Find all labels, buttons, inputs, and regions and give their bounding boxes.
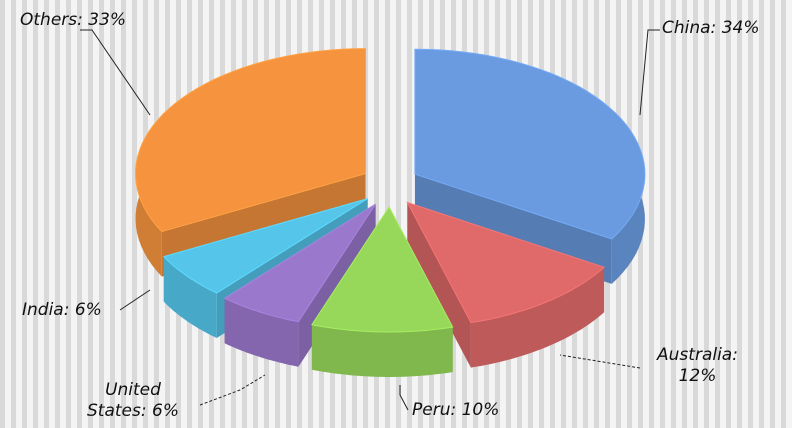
slice-side [407, 202, 471, 368]
slice-label: India: 6% [22, 300, 102, 320]
leader-line [639, 29, 660, 116]
leader-line [559, 354, 641, 369]
slice-label: Others: 33% [20, 10, 127, 30]
slice [406, 201, 606, 324]
slice-label: Peru: 10% [412, 400, 500, 420]
slice-wall [470, 267, 605, 368]
leader-line [80, 29, 151, 116]
slice [223, 203, 377, 323]
leader-lines [80, 29, 660, 411]
leader-line [199, 374, 266, 406]
leader-line [399, 385, 409, 411]
slice [311, 206, 454, 333]
slice-wall [224, 298, 299, 367]
slice-label: Australia: 12% [657, 345, 738, 386]
slice-wall [163, 256, 217, 338]
leader-line [119, 289, 151, 311]
slice-label: United States: 6% [87, 380, 179, 421]
slice-wall [311, 324, 453, 377]
slice [135, 48, 366, 233]
slice [414, 48, 646, 240]
pie [135, 48, 646, 377]
slice-label: China: 34% [662, 18, 760, 38]
slice [162, 198, 368, 294]
